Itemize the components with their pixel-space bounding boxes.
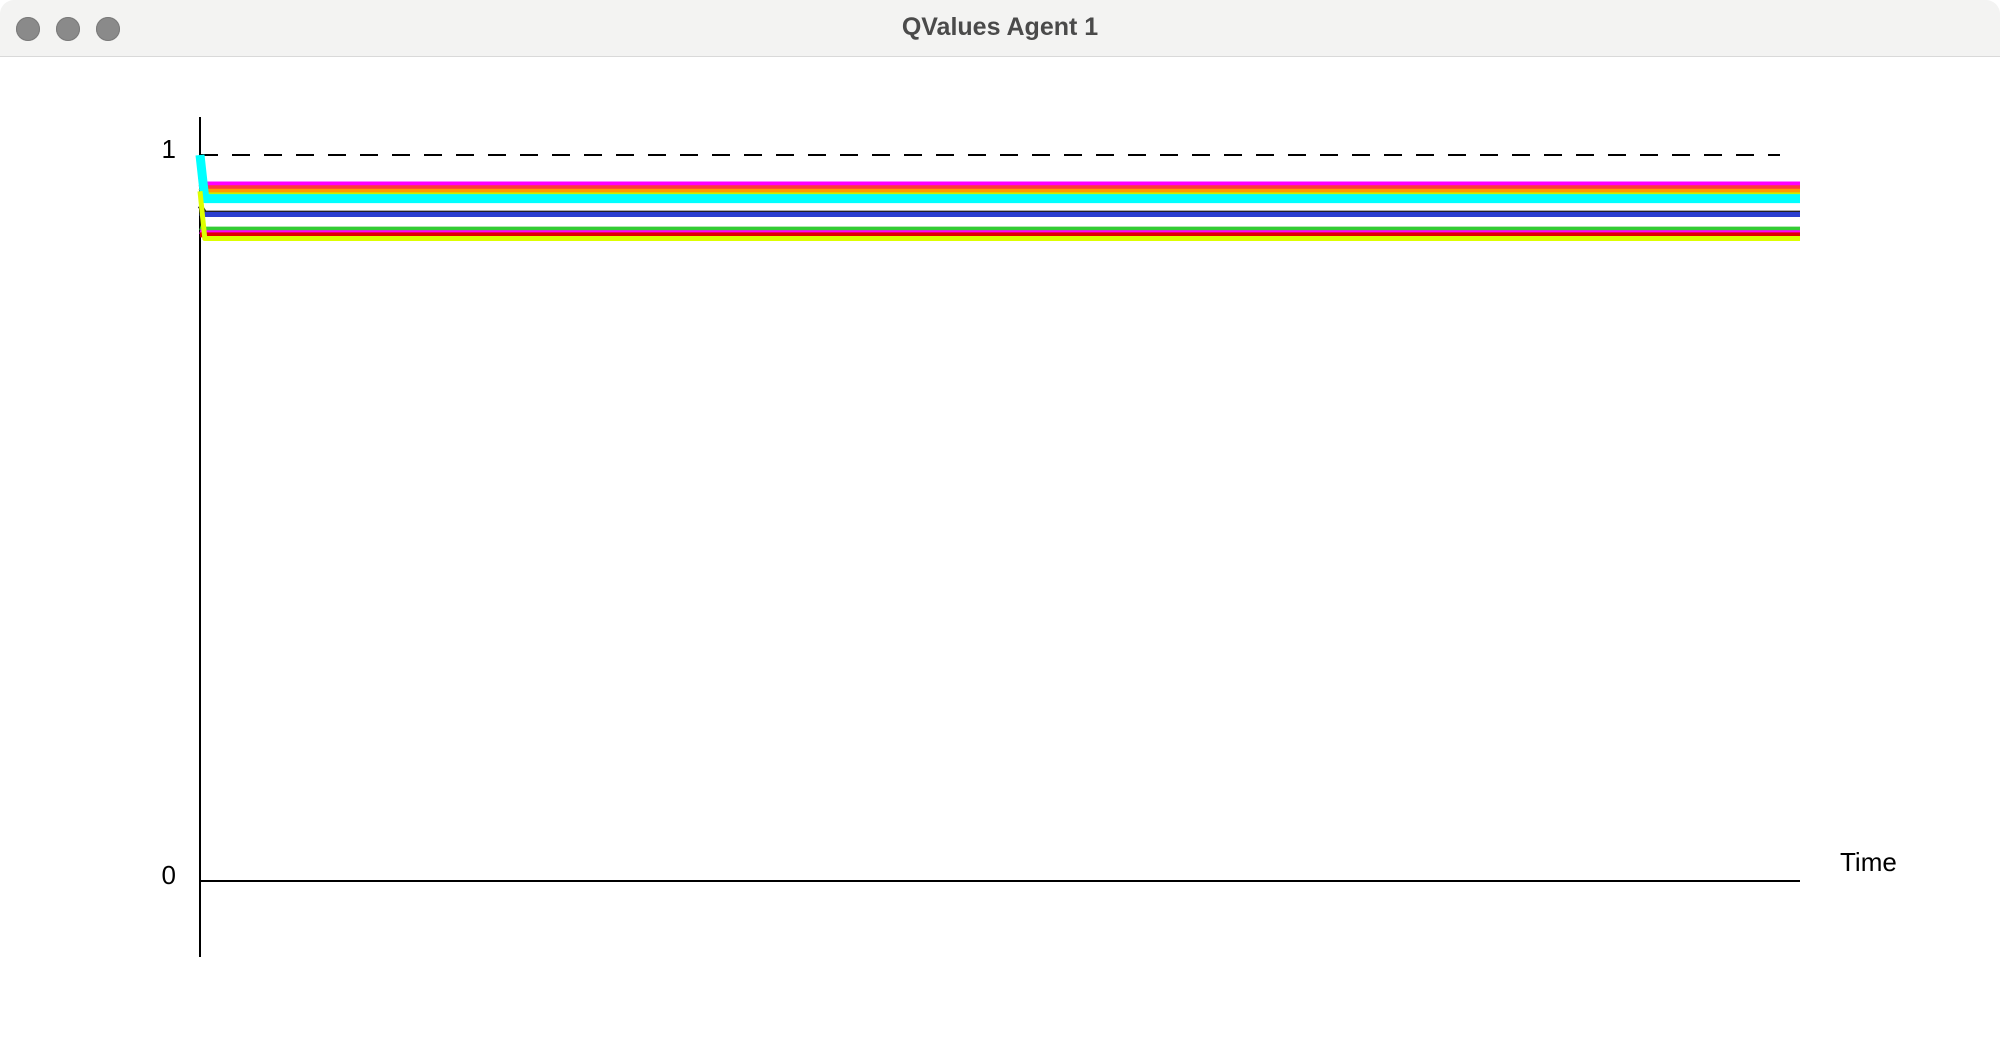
y-tick-label-0: 0	[162, 860, 176, 890]
series-line-8	[199, 225, 1800, 232]
series-group	[195, 154, 1800, 241]
series-line-11	[197, 191, 1800, 241]
minimize-button[interactable]	[56, 17, 80, 41]
y-tick-label-1: 1	[162, 134, 176, 164]
title-bar[interactable]: QValues Agent 1	[0, 0, 2000, 57]
qvalues-chart: 1 0 Time	[0, 57, 2000, 1054]
series-line-0	[197, 175, 1800, 187]
series-line-5	[195, 154, 1800, 204]
chart-canvas: 1 0 Time	[162, 117, 1897, 957]
maximize-button[interactable]	[96, 17, 120, 41]
window-title: QValues Agent 1	[901, 13, 1099, 41]
close-button[interactable]	[16, 17, 40, 41]
series-line-7	[199, 210, 1800, 217]
x-axis-label: Time	[1840, 847, 1897, 877]
